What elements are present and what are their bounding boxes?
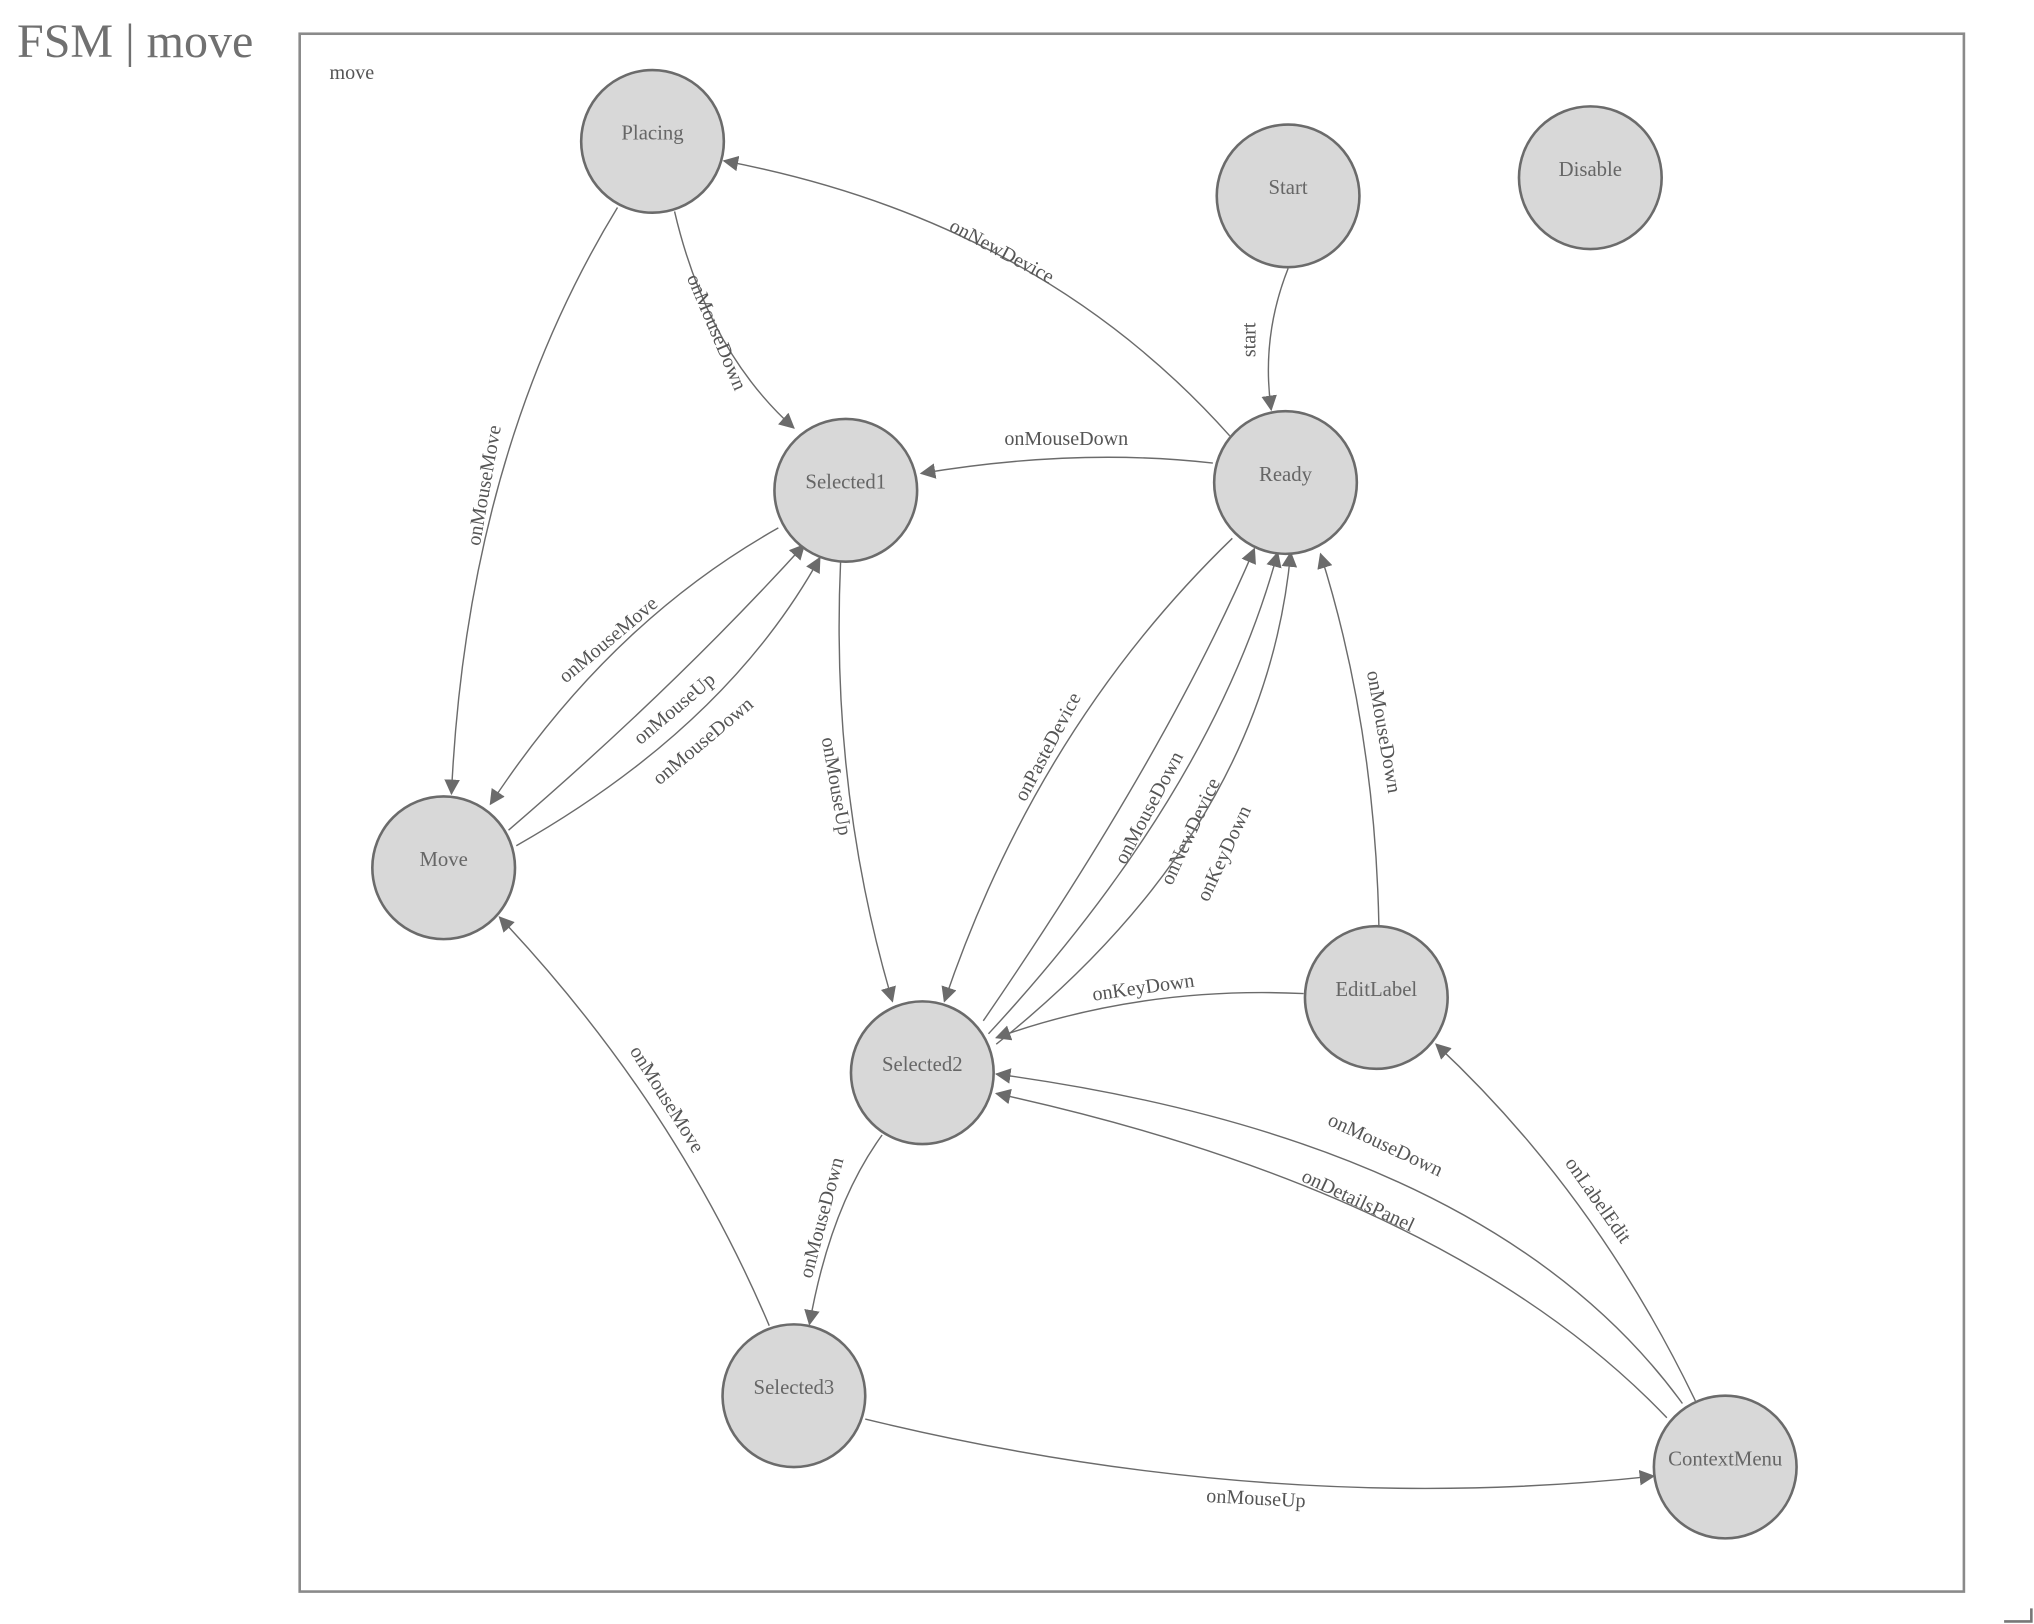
- transition-label: onMouseMove: [463, 423, 506, 547]
- state-editlabel[interactable]: EditLabel: [1303, 924, 1449, 1071]
- state-disable[interactable]: Disable: [1517, 105, 1663, 251]
- resize-corner-mark: [2004, 1608, 2033, 1623]
- state-move[interactable]: Move: [371, 795, 517, 941]
- state-label: Disable: [1559, 159, 1622, 181]
- transition-label: onMouseMove: [625, 1042, 708, 1157]
- state-circle: [773, 417, 919, 563]
- state-ready[interactable]: Ready: [1212, 409, 1359, 556]
- transition-selected1-to-move: [489, 527, 779, 806]
- state-contextmenu[interactable]: ContextMenu: [1652, 1394, 1798, 1540]
- transition-label: onKeyDown: [1091, 970, 1196, 1006]
- state-circle: [1652, 1394, 1798, 1540]
- transition-placing-to-selected1: [673, 211, 795, 429]
- transition-contextmenu-to-selected2: [994, 1068, 1684, 1404]
- state-start[interactable]: Start: [1215, 123, 1361, 269]
- transition-label: onPasteDevice: [1010, 689, 1086, 805]
- transition-editlabel-to-ready: [1317, 552, 1380, 927]
- state-circle: [1215, 123, 1361, 269]
- state-label: ContextMenu: [1668, 1448, 1783, 1470]
- transition-selected2-to-ready: [987, 551, 1282, 1035]
- transition-ready-to-selected1: [919, 456, 1213, 479]
- transition-label: onMouseUp: [817, 735, 856, 837]
- state-circle: [579, 68, 726, 215]
- group-label: move: [330, 62, 375, 84]
- state-circle: [721, 1323, 867, 1469]
- transition-contextmenu-to-editlabel: [1435, 1043, 1697, 1402]
- state-label: Selected1: [805, 472, 886, 494]
- transition-selected1-to-selected2: [838, 561, 896, 1003]
- state-circle: [849, 1000, 995, 1146]
- state-circle: [1517, 105, 1663, 251]
- state-selected1[interactable]: Selected1: [773, 417, 919, 563]
- state-selected2[interactable]: Selected2: [849, 1000, 995, 1146]
- transition-ready-to-placing: [722, 155, 1231, 437]
- transition-placing-to-move: [444, 207, 619, 796]
- state-label: Selected2: [882, 1054, 963, 1076]
- state-label: Ready: [1259, 464, 1313, 486]
- transition-start-to-ready: [1261, 268, 1289, 412]
- state-selected3[interactable]: Selected3: [721, 1323, 867, 1469]
- transition-label: onMouseDown: [795, 1155, 848, 1280]
- transition-label: onMouseDown: [1004, 428, 1128, 450]
- transition-selected2-to-selected3: [804, 1134, 883, 1326]
- state-label: Start: [1268, 177, 1307, 199]
- transition-label: onDetailsPanel: [1298, 1165, 1418, 1237]
- transition-ready-to-selected2: [941, 537, 1233, 1003]
- transition-label: start: [1239, 322, 1261, 357]
- transition-move-to-selected1: [515, 556, 821, 847]
- transition-selected3-to-contextmenu: [865, 1418, 1656, 1490]
- state-label: EditLabel: [1335, 979, 1417, 1001]
- transition-label: onNewDevice: [946, 215, 1058, 288]
- transition-editlabel-to-selected2: [995, 991, 1304, 1041]
- transition-contextmenu-to-selected2: [994, 1088, 1668, 1419]
- state-label: Selected3: [754, 1377, 835, 1399]
- state-label: Placing: [621, 123, 683, 145]
- group-frame: [298, 32, 1966, 1593]
- transition-move-to-selected1: [508, 543, 806, 831]
- state-circle: [371, 795, 517, 941]
- state-circle: [1212, 409, 1359, 556]
- state-circle: [1303, 924, 1449, 1071]
- state-label: Move: [419, 849, 467, 871]
- transition-selected3-to-move: [498, 916, 770, 1326]
- transition-label: onMouseUp: [1206, 1485, 1306, 1512]
- page-title: FSM | move: [17, 15, 254, 68]
- transition-selected2-to-ready: [982, 547, 1256, 1022]
- transition-label: onMouseDown: [1325, 1109, 1447, 1181]
- transition-label: onMouseDown: [682, 271, 751, 394]
- transition-label: onMouseMove: [555, 592, 662, 687]
- transition-selected2-to-ready: [995, 551, 1298, 1045]
- state-placing[interactable]: Placing: [579, 68, 726, 215]
